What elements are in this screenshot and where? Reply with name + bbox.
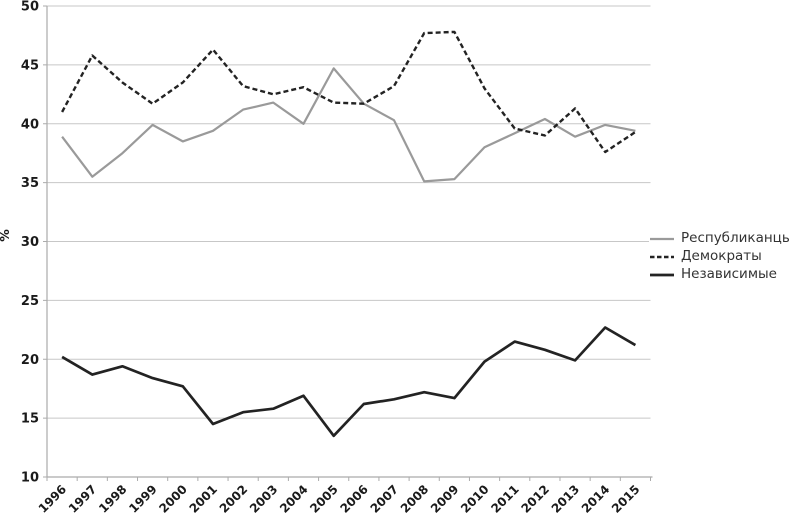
x-tick-label-1997: 1997 [66,482,100,516]
series-line-2-solid [61,326,637,438]
x-tick-label-2012: 2012 [518,482,552,516]
x-tick-label-2004: 2004 [277,482,311,516]
legend-line-independents [650,273,674,276]
x-tick-label-2006: 2006 [337,482,371,516]
legend-label-republicans: Республиканцы [681,229,790,246]
x-tick-label-2014: 2014 [579,482,613,516]
x-tick-label-2010: 2010 [458,482,492,516]
x-tick-label-1998: 1998 [96,482,130,516]
legend-line-republicans [650,237,674,240]
y-tick-label-25: 25 [21,294,39,309]
y-tick-label-35: 35 [21,176,39,191]
x-tick-label-2001: 2001 [187,482,221,516]
x-tick-label-2015: 2015 [609,482,643,516]
x-tick-label-2011: 2011 [488,482,522,516]
x-tick-label-2013: 2013 [549,482,583,516]
legend-item-democrats: Демократы [649,249,790,264]
y-axis-title: % [0,229,12,242]
y-tick-label-15: 15 [21,412,39,427]
legend-label-independents: Независимые [681,265,777,282]
x-tick-label-2007: 2007 [368,482,402,516]
y-tick-label-50: 50 [21,0,39,15]
legend-label-democrats: Демократы [681,247,762,264]
x-tick-label-2002: 2002 [217,482,251,516]
series-line-0-solid [61,67,636,183]
y-tick-label-10: 10 [21,471,39,486]
legend-item-republicans: Республиканцы [649,231,790,246]
x-tick-label-2000: 2000 [156,482,190,516]
y-tick-label-20: 20 [21,353,39,368]
y-tick-label-30: 30 [21,235,39,250]
x-tick-label-2008: 2008 [398,482,432,516]
y-tick-label-45: 45 [21,58,39,73]
x-tick-label-2003: 2003 [247,482,281,516]
legend-line-democrats [650,255,674,258]
series-line-1-dashed [61,30,637,154]
y-tick-label-40: 40 [21,117,39,132]
legend-item-independents: Независимые [649,267,790,282]
x-tick-label-1996: 1996 [36,482,70,516]
x-tick-label-2009: 2009 [428,482,462,516]
x-tick-label-1999: 1999 [126,482,160,516]
legend: Республиканцы Демократы Независимые [649,230,790,283]
x-tick-label-2005: 2005 [307,482,341,516]
